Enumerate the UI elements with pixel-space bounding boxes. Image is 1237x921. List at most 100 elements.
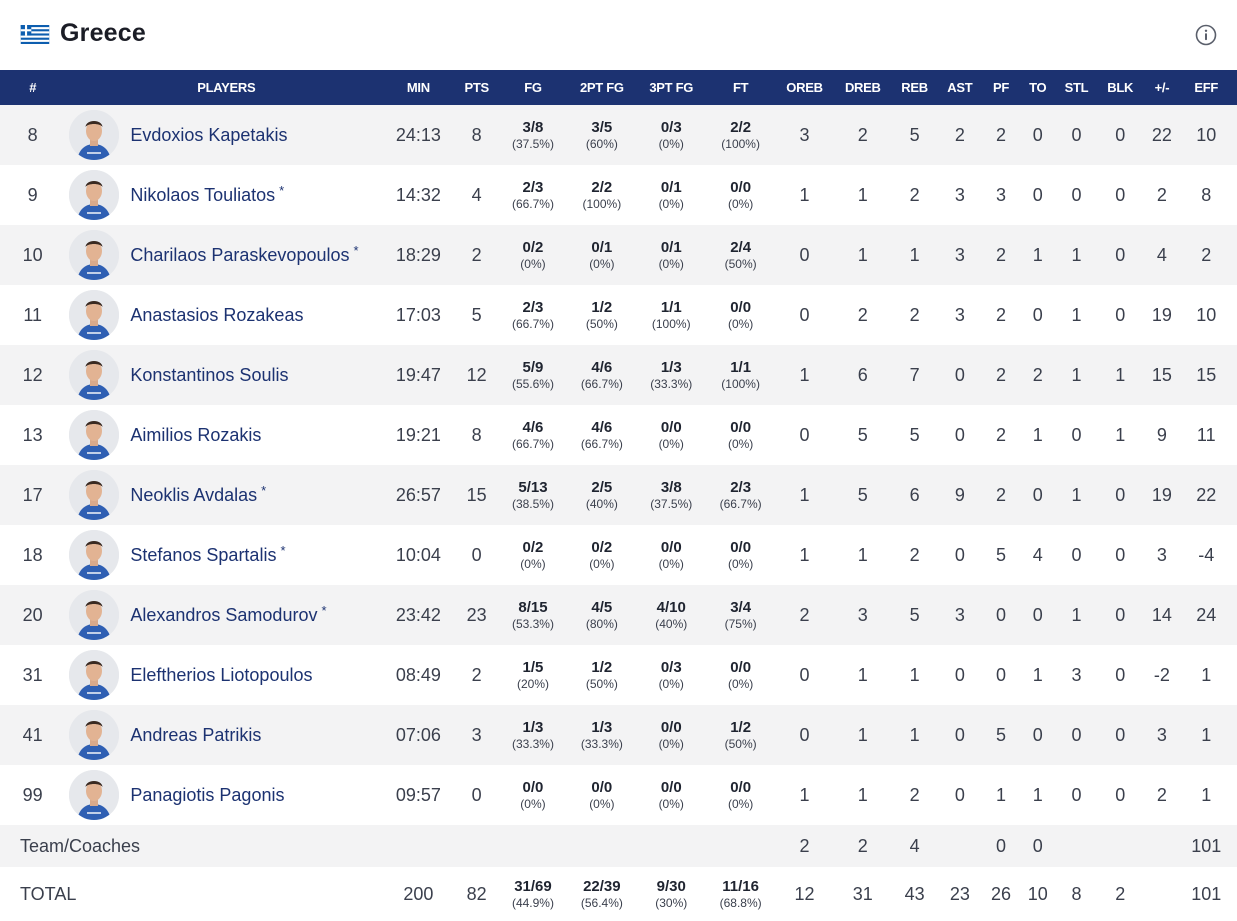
player-name-link[interactable]: Alexandros Samodurov (130, 605, 317, 626)
stl-cell: 0 (1061, 165, 1092, 225)
avatar[interactable] (69, 170, 119, 220)
player-name-link[interactable]: Aimilios Rozakis (130, 425, 261, 446)
player-number: 9 (0, 165, 65, 225)
dreb-cell: 6 (829, 345, 897, 405)
player-cell: Evdoxios Kapetakis (65, 105, 387, 165)
fg-cell-percentage: (20%) (504, 678, 562, 690)
fg2-cell-made-attempted: 1/2 (562, 300, 641, 315)
to-cell: 0 (1015, 585, 1061, 645)
fg3-cell: 0/1(0%) (642, 165, 701, 225)
ast-cell: 0 (932, 345, 987, 405)
reb-cell: 43 (897, 867, 932, 921)
fg3-cell-percentage: (0%) (642, 138, 701, 150)
fg-cell-percentage: (44.9%) (504, 897, 562, 909)
fg2-cell: 1/2(50%) (562, 285, 641, 345)
starter-marker: * (280, 543, 285, 558)
avatar[interactable] (69, 290, 119, 340)
ast-cell: 0 (932, 405, 987, 465)
player-number: 13 (0, 405, 65, 465)
dreb-cell: 1 (829, 525, 897, 585)
blk-cell: 0 (1092, 225, 1148, 285)
eff-cell: 101 (1176, 825, 1237, 867)
avatar[interactable] (69, 410, 119, 460)
fg2-cell-made-attempted: 3/5 (562, 120, 641, 135)
player-name-link[interactable]: Anastasios Rozakeas (130, 305, 303, 326)
fg3-cell-made-attempted: 0/0 (642, 540, 701, 555)
avatar[interactable] (69, 770, 119, 820)
avatar[interactable] (69, 650, 119, 700)
avatar[interactable] (69, 470, 119, 520)
dreb-cell: 2 (829, 285, 897, 345)
player-name-link[interactable]: Charilaos Paraskevopoulos (130, 245, 349, 266)
ft-cell-percentage: (0%) (701, 678, 780, 690)
to-cell: 10 (1015, 867, 1061, 921)
starter-marker: * (353, 243, 358, 258)
fg2-cell-percentage: (50%) (562, 678, 641, 690)
column-header: FT (701, 70, 780, 105)
player-name-link[interactable]: Evdoxios Kapetakis (130, 125, 287, 146)
ft-cell: 2/3(66.7%) (701, 465, 780, 525)
avatar[interactable] (69, 350, 119, 400)
pf-cell: 5 (987, 525, 1014, 585)
reb-cell: 1 (897, 225, 932, 285)
dreb-cell: 2 (829, 105, 897, 165)
avatar[interactable] (69, 110, 119, 160)
fg3-cell-made-attempted: 3/8 (642, 480, 701, 495)
info-icon[interactable] (1195, 24, 1217, 46)
stl-cell: 0 (1061, 765, 1092, 825)
pf-cell: 2 (987, 225, 1014, 285)
ft-cell: 0/0(0%) (701, 405, 780, 465)
dreb-cell: 1 (829, 645, 897, 705)
fg3-cell-percentage: (33.3%) (642, 378, 701, 390)
fg3-cell-percentage: (0%) (642, 198, 701, 210)
avatar[interactable] (69, 590, 119, 640)
fg-cell: 0/2(0%) (504, 225, 562, 285)
oreb-cell: 12 (780, 867, 828, 921)
fg3-cell: 9/30(30%) (642, 867, 701, 921)
pm-cell: 19 (1148, 285, 1175, 345)
avatar[interactable] (69, 710, 119, 760)
fg-cell-percentage: (37.5%) (504, 138, 562, 150)
fg3-cell: 1/1(100%) (642, 285, 701, 345)
player-name-link[interactable]: Nikolaos Touliatos (130, 185, 275, 206)
fg3-cell-made-attempted: 9/30 (642, 879, 701, 894)
avatar[interactable] (69, 530, 119, 580)
player-number: 12 (0, 345, 65, 405)
player-name-link[interactable]: Eleftherios Liotopoulos (130, 665, 312, 686)
to-cell: 1 (1015, 225, 1061, 285)
avatar[interactable] (69, 230, 119, 280)
column-header: FG (504, 70, 562, 105)
reb-cell: 6 (897, 465, 932, 525)
reb-cell: 1 (897, 645, 932, 705)
fg3-cell: 3/8(37.5%) (642, 465, 701, 525)
player-name-link[interactable]: Andreas Patrikis (130, 725, 261, 746)
eff-cell: 22 (1176, 465, 1237, 525)
player-name-link[interactable]: Konstantinos Soulis (130, 365, 288, 386)
ft-cell-made-attempted: 0/0 (701, 180, 780, 195)
fg3-cell: 4/10(40%) (642, 585, 701, 645)
team-header: Greece (0, 0, 1237, 70)
column-header: +/- (1148, 70, 1175, 105)
player-cell: Anastasios Rozakeas (65, 285, 387, 345)
player-name-link[interactable]: Panagiotis Pagonis (130, 785, 284, 806)
points-cell: 3 (450, 705, 504, 765)
to-cell: 0 (1015, 285, 1061, 345)
player-name-link[interactable]: Neoklis Avdalas (130, 485, 257, 506)
ft-cell: 1/2(50%) (701, 705, 780, 765)
column-header: MIN (387, 70, 449, 105)
points-cell: 5 (450, 285, 504, 345)
fg3-cell-made-attempted: 0/0 (642, 720, 701, 735)
player-name-link[interactable]: Stefanos Spartalis (130, 545, 276, 566)
fg2-cell-made-attempted: 4/6 (562, 420, 641, 435)
player-number: 10 (0, 225, 65, 285)
fg3-cell: 1/3(33.3%) (642, 345, 701, 405)
fg2-cell: 1/3(33.3%) (562, 705, 641, 765)
player-number: 8 (0, 105, 65, 165)
fg2-cell-made-attempted: 2/5 (562, 480, 641, 495)
fg2-cell-percentage: (66.7%) (562, 378, 641, 390)
column-header: BLK (1092, 70, 1148, 105)
pf-cell: 5 (987, 705, 1014, 765)
ft-cell-percentage: (100%) (701, 138, 780, 150)
fg2-cell-made-attempted: 22/39 (562, 879, 641, 894)
